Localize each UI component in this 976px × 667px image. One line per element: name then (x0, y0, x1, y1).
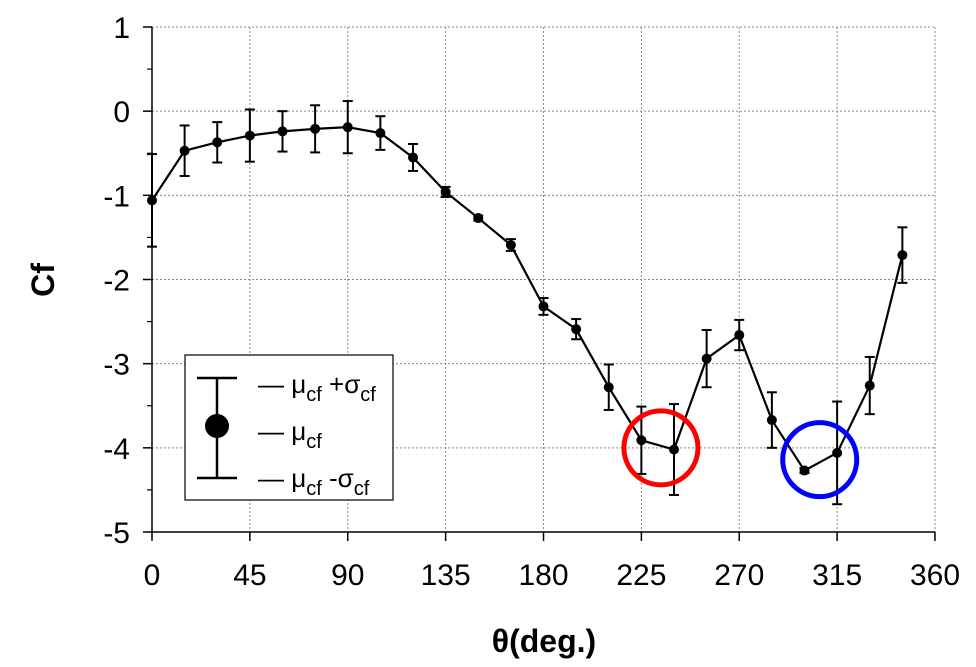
y-tick-label: -5 (103, 517, 130, 550)
data-points (147, 122, 908, 476)
error-bars (147, 100, 908, 506)
data-point (636, 435, 647, 446)
data-point (701, 353, 712, 364)
x-tick-label: 315 (812, 559, 862, 592)
y-tick-label: -3 (103, 349, 130, 382)
data-point (538, 301, 549, 312)
x-tick-labels: 0 45 90 135 180 225 270 315 360 (144, 559, 960, 592)
y-tick-label: -1 (103, 180, 130, 213)
y-tick-labels: 1 0 -1 -2 -3 -4 -5 (103, 12, 130, 550)
x-tick-label: 270 (714, 559, 764, 592)
x-axis-title: θ(deg.) (492, 623, 596, 659)
x-tick-label: 180 (518, 559, 568, 592)
highlight-circle (780, 420, 860, 500)
x-tick-label: 135 (421, 559, 471, 592)
data-point (408, 152, 418, 163)
data-point (766, 415, 777, 426)
legend-lower-label: — μcf -σcf (258, 463, 370, 500)
x-tick-label: 0 (144, 559, 161, 592)
legend-errorbar-symbol (197, 376, 237, 480)
y-tick-label: 1 (113, 12, 130, 45)
legend: — μcf +σcf — μcf — μcf -σcf (184, 354, 394, 501)
data-point (277, 126, 288, 137)
data-point (897, 250, 908, 261)
legend-mean-label: — μcf (258, 416, 322, 453)
y-tick-label: -4 (103, 433, 130, 466)
legend-upper-label: — μcf +σcf (258, 369, 376, 406)
y-tick-label: 0 (113, 96, 130, 129)
annotation-circles (621, 408, 860, 500)
data-point (244, 130, 255, 141)
y-tick-label: -2 (103, 265, 130, 298)
data-point (571, 324, 582, 335)
data-point (440, 186, 451, 197)
data-point (505, 239, 516, 250)
x-tick-label: 45 (233, 559, 266, 592)
x-tick-label: 90 (331, 559, 364, 592)
y-axis-title: Cf (25, 263, 61, 297)
data-point (342, 122, 353, 133)
data-point (603, 382, 614, 393)
data-point (734, 330, 745, 341)
x-tick-label: 360 (910, 559, 960, 592)
data-point (473, 213, 484, 224)
data-point (799, 465, 810, 476)
series-line (151, 126, 904, 473)
data-point (669, 444, 679, 455)
data-point (179, 145, 190, 156)
data-point (310, 123, 321, 134)
data-point (832, 447, 843, 458)
data-point (375, 128, 386, 139)
x-tick-label: 225 (616, 559, 666, 592)
data-point (864, 380, 875, 391)
data-point (212, 137, 223, 148)
highlight-circle (621, 408, 701, 488)
data-point (147, 195, 157, 206)
